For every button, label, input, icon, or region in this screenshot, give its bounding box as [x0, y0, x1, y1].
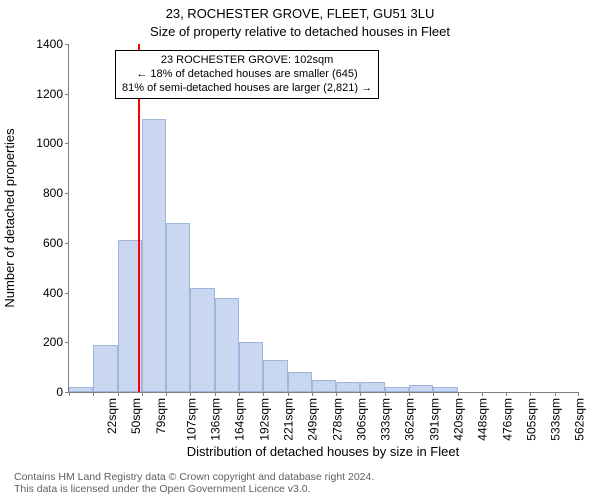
xtick-mark	[433, 392, 434, 396]
xtick-mark	[482, 392, 483, 396]
xtick-label: 505sqm	[525, 398, 539, 441]
xtick-mark	[166, 392, 167, 396]
xtick-label: 362sqm	[403, 398, 417, 441]
xtick-mark	[578, 392, 579, 396]
xtick-label: 22sqm	[105, 398, 119, 434]
histogram-bar	[166, 223, 190, 392]
ytick-label: 200	[23, 335, 63, 349]
xtick-mark	[69, 392, 70, 396]
xtick-label: 221sqm	[282, 398, 296, 441]
chart-subtitle: Size of property relative to detached ho…	[0, 24, 600, 39]
xtick-mark	[458, 392, 459, 396]
xtick-mark	[360, 392, 361, 396]
xtick-mark	[530, 392, 531, 396]
histogram-bar	[385, 387, 409, 392]
xtick-mark	[118, 392, 119, 396]
ytick-mark	[65, 193, 69, 194]
xtick-mark	[555, 392, 556, 396]
annotation-line: ← 18% of detached houses are smaller (64…	[122, 68, 372, 82]
xtick-label: 562sqm	[573, 398, 587, 441]
xtick-mark	[385, 392, 386, 396]
ytick-mark	[65, 44, 69, 45]
histogram-bar	[263, 360, 287, 392]
xtick-label: 420sqm	[452, 398, 466, 441]
histogram-bar	[69, 387, 93, 392]
xtick-mark	[93, 392, 94, 396]
ytick-label: 1400	[23, 37, 63, 51]
footer-attribution: Contains HM Land Registry data © Crown c…	[14, 471, 374, 496]
histogram-bar	[433, 387, 457, 392]
xtick-mark	[142, 392, 143, 396]
xtick-label: 333sqm	[379, 398, 393, 441]
annotation-line: 23 ROCHESTER GROVE: 102sqm	[122, 54, 372, 68]
xtick-label: 164sqm	[233, 398, 247, 441]
footer-line2: This data is licensed under the Open Gov…	[14, 483, 374, 496]
histogram-bar	[190, 288, 214, 392]
xtick-mark	[336, 392, 337, 396]
xtick-mark	[215, 392, 216, 396]
histogram-bar	[288, 372, 312, 392]
ytick-label: 1200	[23, 87, 63, 101]
footer-line1: Contains HM Land Registry data © Crown c…	[14, 471, 374, 484]
y-axis-label: Number of detached properties	[2, 44, 20, 392]
ytick-label: 0	[23, 385, 63, 399]
xtick-label: 391sqm	[427, 398, 441, 441]
xtick-label: 192sqm	[257, 398, 271, 441]
histogram-bar	[215, 298, 239, 392]
xtick-label: 533sqm	[549, 398, 563, 441]
histogram-bar	[336, 382, 360, 392]
ytick-label: 400	[23, 286, 63, 300]
xtick-label: 79sqm	[154, 398, 168, 434]
plot-area: 020040060080010001200140022sqm50sqm79sqm…	[68, 44, 579, 393]
xtick-mark	[506, 392, 507, 396]
chart-title: 23, ROCHESTER GROVE, FLEET, GU51 3LU	[0, 6, 600, 21]
xtick-label: 249sqm	[306, 398, 320, 441]
xtick-label: 306sqm	[355, 398, 369, 441]
xtick-mark	[312, 392, 313, 396]
xtick-mark	[239, 392, 240, 396]
ytick-mark	[65, 342, 69, 343]
ytick-mark	[65, 94, 69, 95]
xtick-label: 107sqm	[185, 398, 199, 441]
histogram-bar	[142, 119, 166, 392]
annotation-box: 23 ROCHESTER GROVE: 102sqm← 18% of detac…	[115, 50, 379, 99]
ytick-mark	[65, 293, 69, 294]
ytick-label: 1000	[23, 136, 63, 150]
histogram-bar	[409, 385, 433, 392]
xtick-label: 476sqm	[500, 398, 514, 441]
ytick-mark	[65, 143, 69, 144]
xtick-mark	[409, 392, 410, 396]
annotation-line: 81% of semi-detached houses are larger (…	[122, 82, 372, 96]
xtick-label: 448sqm	[476, 398, 490, 441]
xtick-mark	[190, 392, 191, 396]
ytick-label: 800	[23, 186, 63, 200]
histogram-bar	[93, 345, 117, 392]
xtick-label: 278sqm	[330, 398, 344, 441]
xtick-mark	[288, 392, 289, 396]
ytick-label: 600	[23, 236, 63, 250]
ytick-mark	[65, 243, 69, 244]
x-axis-label: Distribution of detached houses by size …	[68, 444, 578, 459]
xtick-label: 50sqm	[129, 398, 143, 434]
xtick-label: 136sqm	[209, 398, 223, 441]
xtick-mark	[263, 392, 264, 396]
histogram-bar	[312, 380, 336, 392]
histogram-bar	[239, 342, 263, 392]
histogram-bar	[360, 382, 384, 392]
